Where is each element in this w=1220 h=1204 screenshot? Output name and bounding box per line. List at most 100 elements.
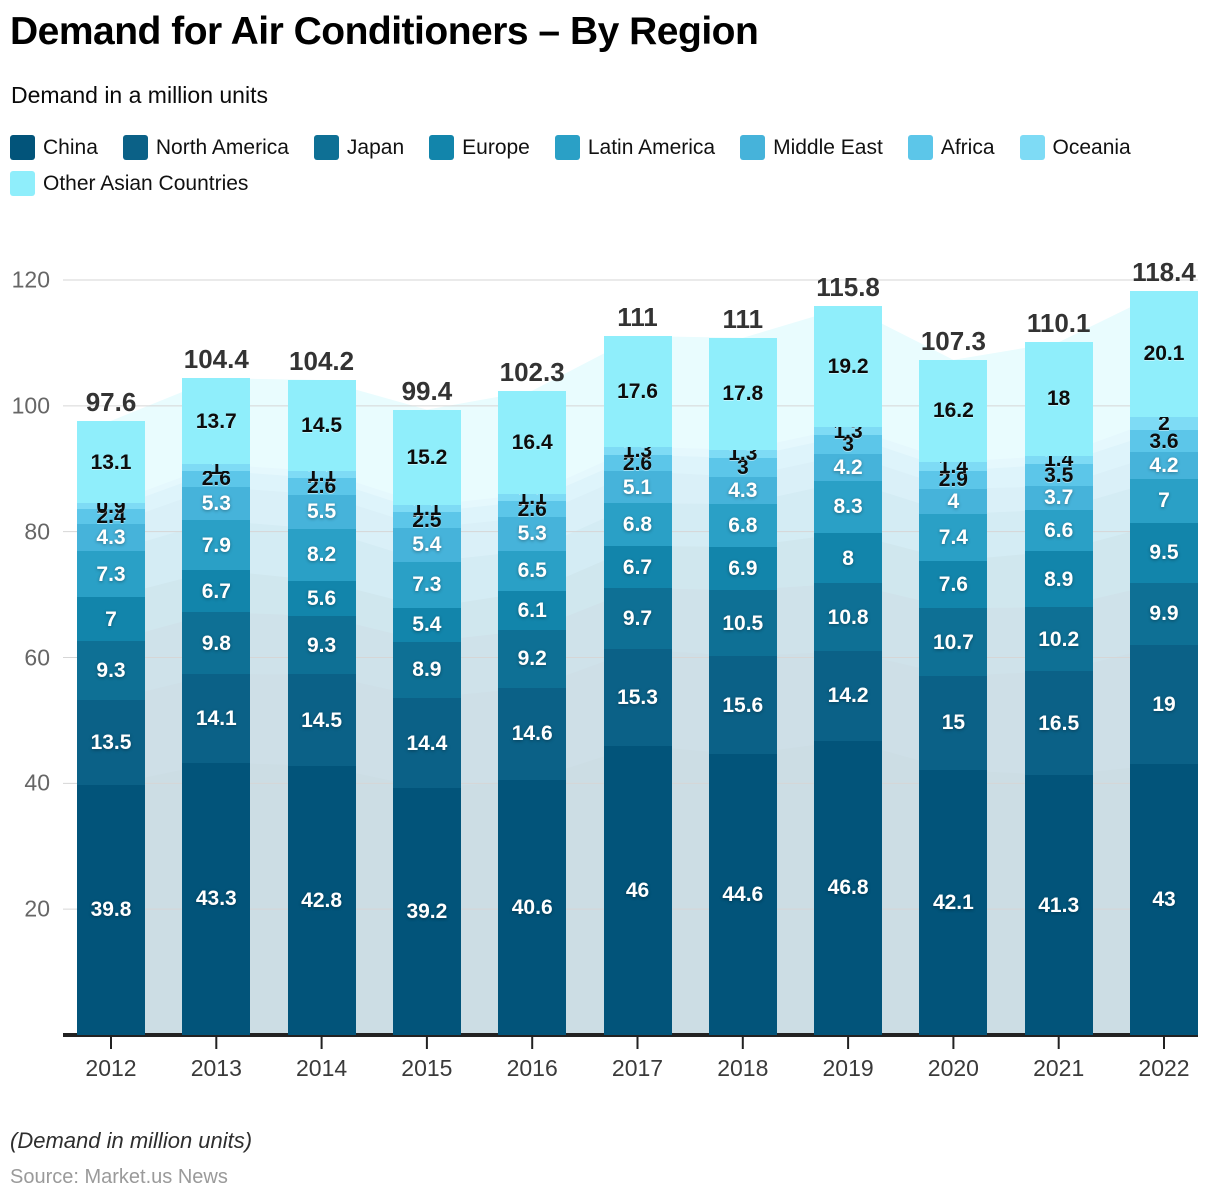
bar-segment-value: 6.7 xyxy=(622,555,653,579)
bar-segment-value: 13.1 xyxy=(90,450,132,474)
y-axis-label: 20 xyxy=(24,895,50,922)
bar-segment-japan: 10.7 xyxy=(919,608,988,676)
bar-segment-middle-east: 5.3 xyxy=(498,517,567,551)
bar-segment-middle-east: 5.3 xyxy=(182,486,251,521)
bar-segment-china: 44.6 xyxy=(708,754,777,1035)
bar-segment-value: 10.7 xyxy=(932,630,974,654)
bar-segment-value: 8.9 xyxy=(412,658,442,682)
x-axis-label: 2020 xyxy=(927,1055,979,1081)
bar-segment-north-america: 15.6 xyxy=(708,656,777,755)
legend-swatch xyxy=(740,135,766,160)
bar-segment-north-america: 15.3 xyxy=(603,649,672,746)
legend-item-africa: Africa xyxy=(907,135,995,160)
bar-segment-oceania: 1.4 xyxy=(1024,449,1093,470)
y-axis-label: 120 xyxy=(11,266,50,293)
bar-segment-latin-america: 7.4 xyxy=(919,514,988,561)
bar-segment-value: 5.3 xyxy=(517,522,547,546)
bar-segment-other-asian-countries: 19.2 xyxy=(814,306,883,428)
bar-segment-japan: 10.2 xyxy=(1024,607,1093,672)
bar-segment-value: 39.8 xyxy=(90,898,132,922)
bar-segment-value: 6.8 xyxy=(728,513,758,537)
bar-segment-europe: 6.7 xyxy=(603,546,672,589)
page-title: Demand for Air Conditioners – By Region xyxy=(10,10,759,53)
bar-segment-oceania: 1.3 xyxy=(708,443,777,464)
bar-segment-value: 2.6 xyxy=(622,451,653,475)
legend-swatch xyxy=(10,171,35,196)
bar-segment-north-america: 14.6 xyxy=(498,687,567,780)
bar-segment-value: 42.1 xyxy=(932,891,974,915)
bar-segment-africa: 2.9 xyxy=(919,469,988,490)
bar-segment-europe: 5.6 xyxy=(287,580,356,616)
bar-segment-value: 4.2 xyxy=(1149,454,1179,478)
bar-segment-europe: 5.4 xyxy=(392,607,461,642)
legend-item-europe: Europe xyxy=(429,135,530,160)
bar-segment-japan: 9.2 xyxy=(498,629,567,688)
bar-segment-china: 40.6 xyxy=(498,779,567,1035)
bar-segment-value: 17.8 xyxy=(722,382,764,406)
bar-segment-value: 4 xyxy=(947,489,960,513)
bar-segment-latin-america: 7.3 xyxy=(392,561,461,608)
bar-total-label: 115.8 xyxy=(816,272,880,303)
bar-segment-latin-america: 6.8 xyxy=(708,503,777,547)
bar-segment-value: 7.6 xyxy=(938,573,968,596)
bar-segment-china: 46 xyxy=(603,745,672,1035)
bar-segment-latin-america: 8.2 xyxy=(287,529,356,581)
bar-segment-value: 13.7 xyxy=(195,409,237,433)
bar-segment-value: 15 xyxy=(941,711,966,735)
bar-segment-value: 7 xyxy=(105,607,117,631)
bar-segment-value: 3 xyxy=(842,433,854,457)
legend-label: Africa xyxy=(940,135,995,159)
bar-segment-value: 3.6 xyxy=(1149,429,1179,453)
legend-label: Japan xyxy=(346,135,405,159)
bar-total-label: 104.2 xyxy=(289,346,355,377)
bar-segment-value: 18 xyxy=(1047,387,1071,411)
bar-segment-oceania: 1 xyxy=(182,457,251,478)
bar-total-label: 102.3 xyxy=(499,356,565,387)
bar-segment-middle-east: 4.3 xyxy=(77,524,145,552)
bar-segment-value: 6.9 xyxy=(728,556,758,580)
bar-segment-africa: 2.5 xyxy=(392,510,461,531)
bar-segment-japan: 9.3 xyxy=(287,615,356,675)
source-credit: Source: Market.us News xyxy=(10,1166,228,1188)
chart-footnote: (Demand in million units) xyxy=(10,1128,253,1153)
legend-item-china: China xyxy=(10,135,98,160)
bar-segment-japan: 10.8 xyxy=(814,583,883,652)
bar-total-label: 118.4 xyxy=(1132,256,1196,287)
bar-segment-europe: 9.5 xyxy=(1130,522,1198,583)
bar-segment-africa: 2.6 xyxy=(498,497,567,521)
bar-segment-north-america: 14.1 xyxy=(182,673,251,763)
bar-segment-north-america: 14.4 xyxy=(392,697,461,789)
bar-segment-other-asian-countries: 20.1 xyxy=(1130,290,1198,418)
bar-segment-value: 2 xyxy=(1158,411,1170,435)
bar-segment-africa: 3 xyxy=(708,455,777,479)
bar-segment-north-america: 19 xyxy=(1130,644,1198,765)
bar-segment-africa: 2.6 xyxy=(603,451,672,475)
bar-segment-oceania: 1.1 xyxy=(392,498,461,519)
bar-segment-value: 8.3 xyxy=(833,495,863,519)
legend-item-other-asian-countries: Other Asian Countries xyxy=(10,171,248,196)
bar-segment-other-asian-countries: 16.4 xyxy=(498,390,567,494)
bar-segment-middle-east: 4.2 xyxy=(1130,452,1198,479)
bar-segment-value: 39.2 xyxy=(406,900,448,924)
bar-segment-china: 42.1 xyxy=(919,770,988,1035)
bar-segment-value: 9.3 xyxy=(306,633,337,657)
bar-segment-value: 9.2 xyxy=(517,647,547,671)
bar-segment-value: 2.6 xyxy=(517,497,547,521)
bar-segment-value: 5.4 xyxy=(412,533,442,557)
legend-swatch xyxy=(554,135,580,160)
x-axis-label: 2018 xyxy=(717,1055,769,1081)
bar-segment-oceania: 0.9 xyxy=(77,496,145,517)
bar-segment-other-asian-countries: 17.6 xyxy=(603,335,672,447)
bar-segment-value: 10.5 xyxy=(722,611,764,635)
legend-swatch xyxy=(122,135,148,160)
bar-segment-value: 5.3 xyxy=(201,492,231,516)
x-axis-label: 2021 xyxy=(1033,1055,1085,1081)
bar-segment-value: 3 xyxy=(736,455,749,479)
bar-segment-value: 1 xyxy=(210,455,223,479)
bar-segment-value: 8.2 xyxy=(306,543,337,567)
bar-segment-value: 16.5 xyxy=(1038,711,1080,735)
legend-swatch xyxy=(429,135,455,160)
bar-segment-value: 14.4 xyxy=(406,731,448,755)
bar-segment-value: 20.1 xyxy=(1143,342,1185,366)
